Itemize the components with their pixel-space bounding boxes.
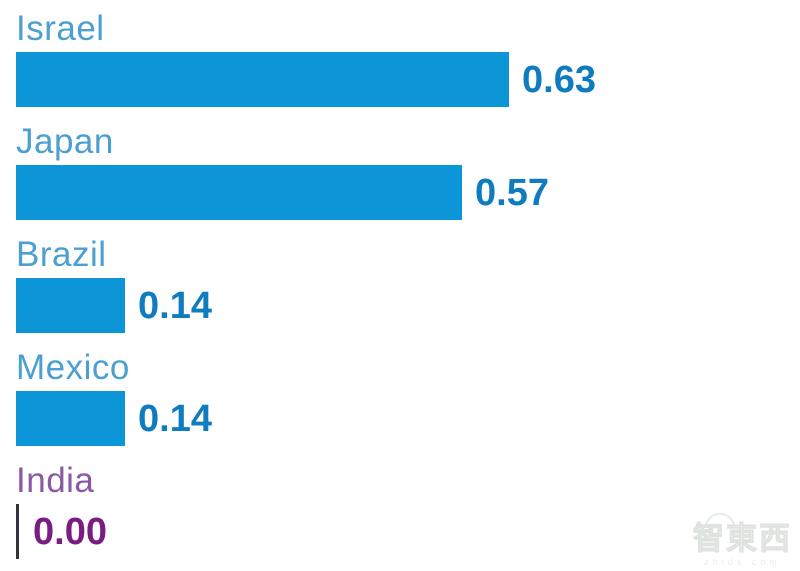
chart-row-japan: Japan 0.57 bbox=[16, 119, 800, 220]
category-label: Israel bbox=[16, 9, 105, 48]
bar-row: 0.14 bbox=[16, 391, 800, 446]
chart-row-israel: Israel 0.63 bbox=[16, 6, 800, 107]
value-label: 0.57 bbox=[475, 171, 549, 214]
category-label: Japan bbox=[16, 122, 114, 161]
value-label: 0.63 bbox=[522, 58, 596, 101]
category-label: India bbox=[16, 461, 95, 500]
bar-brazil bbox=[16, 278, 125, 333]
value-label: 0.14 bbox=[138, 397, 212, 440]
value-label: 0.00 bbox=[33, 510, 107, 553]
value-label: 0.14 bbox=[138, 284, 212, 327]
bar-row: 0.00 bbox=[16, 504, 800, 559]
bar-israel bbox=[16, 52, 509, 107]
bar-row: 0.63 bbox=[16, 52, 800, 107]
bar-row: 0.57 bbox=[16, 165, 800, 220]
zero-baseline-tick bbox=[16, 504, 19, 559]
bar-japan bbox=[16, 165, 462, 220]
bar-mexico bbox=[16, 391, 125, 446]
chart-row-brazil: Brazil 0.14 bbox=[16, 232, 800, 333]
category-label: Mexico bbox=[16, 348, 130, 387]
bar-row: 0.14 bbox=[16, 278, 800, 333]
chart-row-india: India 0.00 bbox=[16, 458, 800, 559]
chart-row-mexico: Mexico 0.14 bbox=[16, 345, 800, 446]
category-label: Brazil bbox=[16, 235, 107, 274]
